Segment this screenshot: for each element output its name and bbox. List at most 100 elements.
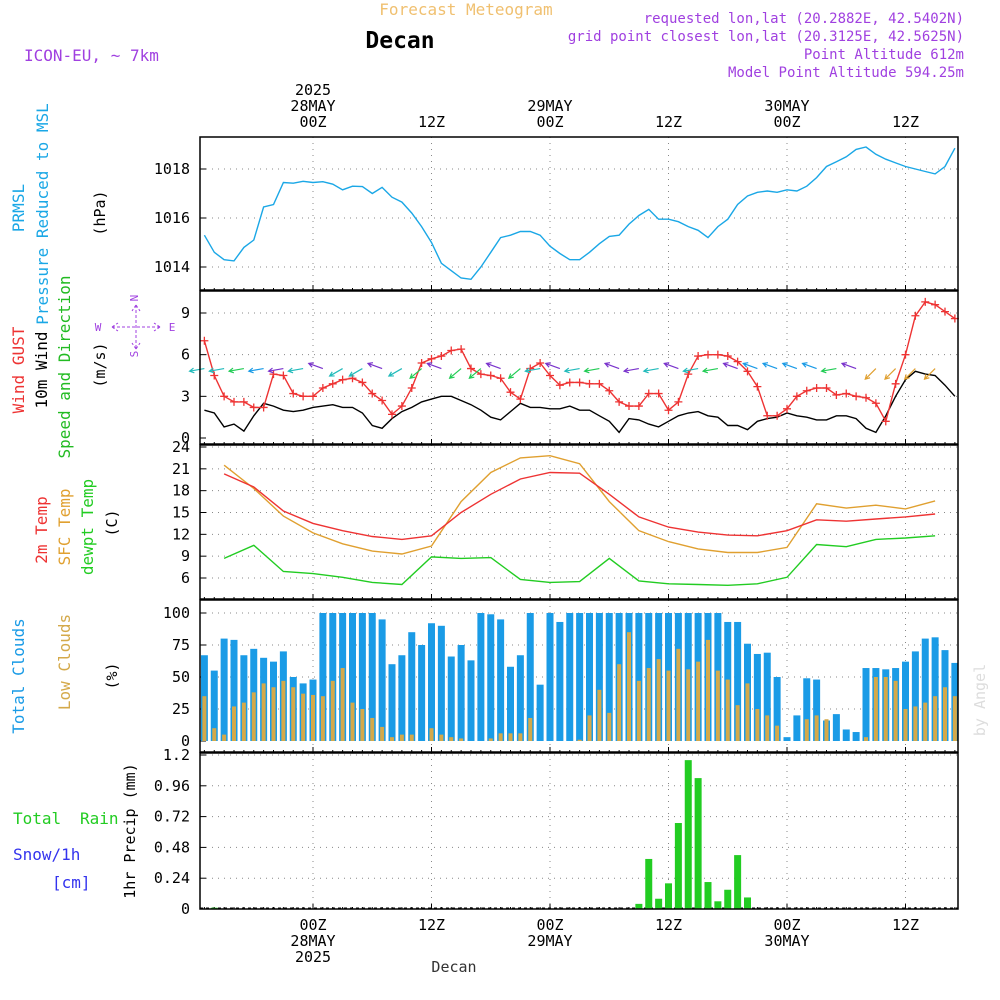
- total-clouds-bar: [507, 666, 514, 741]
- axis-label: PRMSL: [9, 184, 28, 232]
- y-tick-label: 0: [181, 900, 190, 918]
- axis-label: Pressure Reduced to MSL: [33, 103, 52, 325]
- wind-speed-line: [204, 370, 956, 434]
- total-clouds-bar: [230, 639, 238, 741]
- y-tick-label: 0.72: [154, 808, 190, 826]
- wind-direction-arrow: [761, 362, 778, 370]
- gust-marker: [644, 389, 653, 398]
- pressure-panel: 1014 1016 1018 PRMSL Pressure Reduced to MSL…: [9, 103, 959, 325]
- gust-marker: [269, 370, 278, 379]
- gust-marker: [467, 364, 475, 373]
- low-clouds-bar: [488, 738, 493, 741]
- wind-direction-arrow: [923, 368, 936, 381]
- low-clouds-bar: [271, 687, 276, 741]
- gust-marker: [388, 410, 396, 419]
- legend-snow: Snow/1h: [13, 845, 80, 864]
- low-clouds-bar: [696, 661, 701, 741]
- low-clouds-bar: [913, 706, 918, 741]
- precip-bar: [724, 889, 732, 909]
- low-clouds-bar: [903, 709, 908, 741]
- low-clouds-bar: [943, 687, 947, 741]
- axis-label: Low Clouds: [55, 614, 74, 710]
- total-clouds-bar: [783, 737, 791, 741]
- gust-marker: [397, 402, 406, 411]
- wind-direction-arrow: [348, 368, 363, 377]
- wind-direction-arrow: [663, 362, 679, 370]
- compass-east-label: E: [169, 321, 176, 334]
- y-tick-label: 0.48: [154, 838, 190, 856]
- total-clouds-bar: [378, 619, 386, 741]
- total-clouds-bar: [773, 677, 781, 741]
- gust-marker: [476, 370, 485, 379]
- legend-rain: Rain: [80, 809, 119, 828]
- wind-direction-arrow: [840, 362, 857, 370]
- low-clouds-bar: [301, 693, 306, 741]
- low-clouds-bar: [399, 734, 404, 741]
- bottom-time-label: 28MAY: [290, 932, 335, 950]
- gust-marker: [289, 389, 298, 398]
- low-clouds-bar: [804, 719, 809, 741]
- wind-panel: 0 3 6 9 Wind GUST 10m Wind Speed and Direction…: [9, 275, 959, 459]
- total-clouds-bar: [911, 651, 919, 741]
- gust-marker: [437, 352, 446, 361]
- wind-gust-line: [203, 301, 956, 424]
- bottom-time-label: 29MAY: [527, 932, 572, 950]
- panel-border: [199, 290, 959, 445]
- low-clouds-bar: [449, 737, 454, 741]
- bottom-time-label: 00Z: [299, 916, 326, 934]
- precip-bar: [714, 901, 722, 909]
- top-time-label: 30MAY: [764, 97, 809, 115]
- low-clouds-bar: [666, 670, 671, 741]
- total-clouds-bar: [240, 655, 248, 741]
- sfc-temp-line: [223, 454, 936, 555]
- gust-marker: [654, 389, 663, 398]
- model-altitude: Model Point Altitude 594.25m: [728, 65, 964, 81]
- gust-marker: [684, 370, 693, 379]
- low-clouds-bar: [330, 680, 335, 741]
- total-clouds-bar: [210, 670, 218, 741]
- total-clouds-bar: [635, 613, 643, 741]
- low-clouds-bar: [380, 726, 385, 741]
- axis-label: Wind GUST: [9, 326, 28, 413]
- low-clouds-bar: [617, 664, 622, 741]
- gust-marker: [783, 404, 791, 413]
- low-clouds-bar: [715, 670, 720, 741]
- total-clouds-bar: [358, 613, 366, 741]
- wind-direction-arrow: [267, 367, 284, 374]
- y-tick-label: 0: [181, 732, 190, 750]
- gust-marker: [733, 357, 742, 366]
- total-clouds-bar: [428, 623, 435, 741]
- low-clouds-bar: [597, 689, 602, 741]
- credit-watermark: by Angel: [971, 664, 989, 736]
- axis-label: Speed and Direction: [55, 275, 74, 458]
- total-clouds-bar: [329, 613, 337, 741]
- total-clouds-bar: [477, 613, 485, 741]
- top-time-label: 12Z: [892, 113, 919, 131]
- wind-direction-arrow: [864, 368, 877, 381]
- low-clouds-bar: [350, 702, 355, 741]
- wind-direction-arrow: [287, 367, 304, 374]
- wind-direction-arrow: [328, 368, 343, 377]
- wind-direction-arrow: [682, 367, 699, 374]
- axis-label: Total Clouds: [9, 618, 28, 734]
- bottom-time-label: 12Z: [892, 916, 919, 934]
- gust-marker: [812, 384, 821, 392]
- wind-direction-arrow: [426, 362, 442, 370]
- point-altitude: Point Altitude 612m: [804, 47, 964, 63]
- top-time-label: 29MAY: [527, 97, 572, 115]
- total-clouds-bar: [526, 613, 534, 741]
- y-tick-label: 21: [172, 460, 190, 478]
- low-clouds-bar: [202, 696, 207, 741]
- top-time-label: 12Z: [418, 113, 445, 131]
- clouds-panel: 0 25 50 75 100 Total Clouds Low Clouds (%): [9, 599, 959, 753]
- axis-label: SFC Temp: [55, 488, 74, 565]
- wind-direction-arrow: [307, 362, 324, 370]
- panel-border: [199, 444, 959, 600]
- y-tick-label: 0: [181, 429, 190, 447]
- precip-bar: [655, 898, 663, 909]
- gust-marker: [881, 417, 890, 426]
- gust-marker: [891, 379, 900, 388]
- total-clouds-bar: [842, 729, 850, 741]
- low-clouds-bar: [765, 715, 770, 741]
